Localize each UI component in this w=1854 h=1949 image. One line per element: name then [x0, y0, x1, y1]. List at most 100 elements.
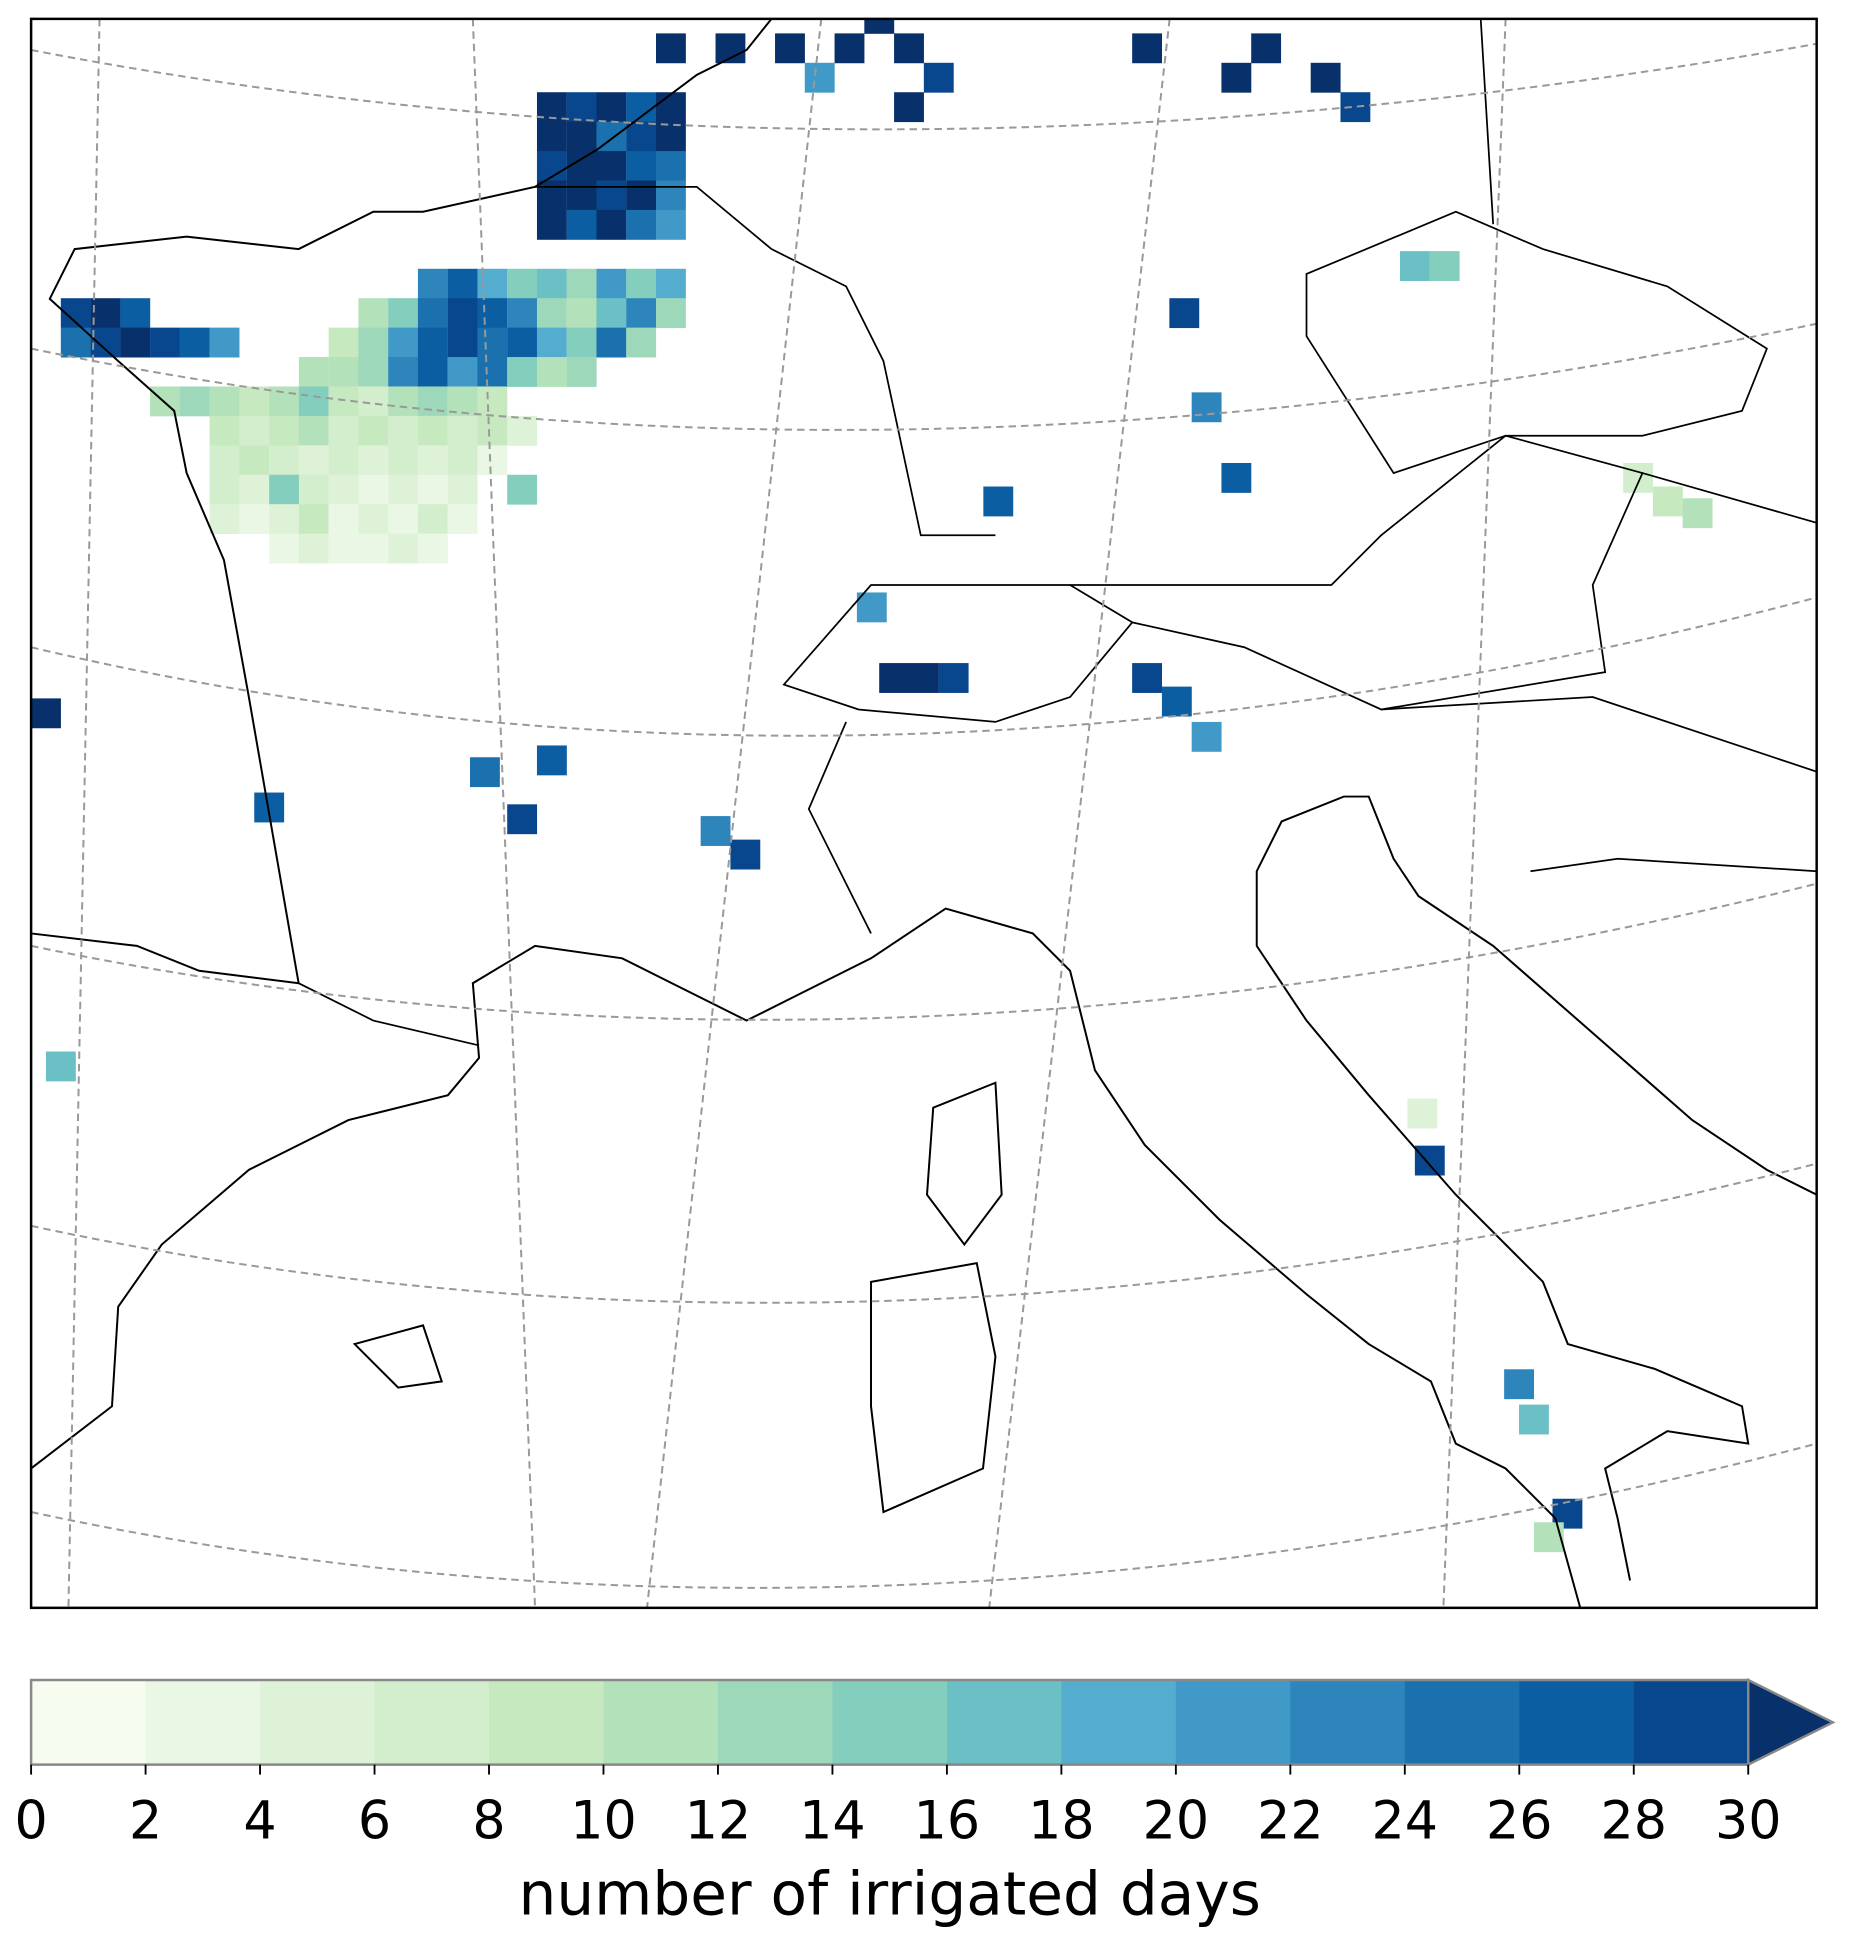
- grid-cell: [626, 268, 657, 299]
- grid-cell: [328, 327, 359, 358]
- grid-cell: [358, 386, 389, 417]
- corsica: [925, 1081, 1003, 1247]
- border: [807, 721, 872, 934]
- grid-cell: [179, 327, 210, 358]
- grid-cell: [45, 1051, 76, 1082]
- grid-cell: [626, 327, 657, 358]
- grid-cell: [470, 757, 500, 788]
- colorbar-tick-label: 10: [570, 1790, 637, 1851]
- grid-cell: [358, 327, 389, 358]
- grid-cell: [656, 209, 686, 240]
- grid-cell: [477, 415, 508, 446]
- grid-cell: [388, 357, 419, 387]
- grid-cell: [120, 327, 151, 358]
- grid-cell: [1623, 462, 1654, 493]
- colorbar-bin: [1175, 1680, 1291, 1765]
- grid-cell: [1251, 33, 1282, 64]
- grid-cell: [388, 386, 419, 417]
- grid-cell: [477, 445, 508, 476]
- grid-cell: [417, 533, 448, 564]
- grid-cell: [90, 327, 121, 358]
- grid-cell: [447, 474, 478, 505]
- grid-cell: [804, 62, 835, 93]
- grid-cell: [358, 357, 389, 387]
- grid-cell: [1221, 62, 1252, 93]
- grid-cell: [298, 357, 329, 387]
- grid-cell: [566, 92, 597, 123]
- grid-cell: [566, 327, 597, 358]
- coastlines: [31, 18, 1817, 1608]
- grid-cell: [923, 62, 954, 93]
- colorbar-bin: [1519, 1680, 1635, 1765]
- grid-cell: [328, 504, 359, 535]
- colorbar-tick-label: 20: [1143, 1790, 1210, 1851]
- grid-cell: [358, 504, 389, 535]
- grid-cell: [358, 474, 389, 505]
- colorbar-tick-label: 22: [1257, 1790, 1324, 1851]
- grid-cell: [983, 486, 1014, 517]
- grid-cell: [209, 474, 240, 505]
- grid-cell: [388, 445, 419, 476]
- grid-cell: [328, 357, 359, 387]
- grid-cell: [894, 92, 924, 123]
- grid-cell: [656, 268, 686, 299]
- grid-cell: [596, 268, 627, 299]
- grid-cell: [298, 474, 329, 505]
- grid-cell: [856, 592, 887, 623]
- grid-cell: [1191, 392, 1222, 423]
- grid-cell: [536, 745, 567, 776]
- grid-cell: [239, 445, 270, 476]
- grid-cell: [269, 474, 299, 505]
- sardinia: [870, 1262, 997, 1514]
- grid-cell: [447, 445, 478, 476]
- colorbar-tick-label: 16: [914, 1790, 981, 1851]
- grid-cell: [1682, 498, 1713, 529]
- grid-cell: [596, 298, 627, 329]
- grid-cell: [536, 357, 567, 387]
- grid-cell: [477, 298, 508, 329]
- grid-cell: [209, 415, 240, 446]
- border: [1305, 210, 1768, 475]
- grid-cell: [894, 33, 924, 64]
- colorbar-bin: [260, 1680, 376, 1765]
- colorbar-bin: [832, 1680, 948, 1765]
- colorbar-bin: [489, 1680, 605, 1765]
- grid-cell: [179, 386, 210, 417]
- grid-cell: [507, 268, 538, 299]
- colorbar-bin: [374, 1680, 490, 1765]
- grid-cell: [269, 415, 299, 446]
- grid-cell: [417, 415, 448, 446]
- colorbar-bin: [946, 1680, 1063, 1765]
- grid-cell: [417, 474, 448, 505]
- grid-cell: [31, 698, 61, 729]
- grid-cell: [209, 504, 240, 535]
- grid-cell: [150, 327, 180, 358]
- grid-cell: [656, 121, 686, 152]
- grid-cell: [1429, 251, 1460, 281]
- grid-cell: [328, 533, 359, 564]
- grid-cell: [1504, 1369, 1535, 1400]
- grid-cell: [388, 298, 419, 329]
- grid-cell: [596, 151, 627, 181]
- grid-cell: [477, 386, 508, 417]
- grid-cell: [864, 18, 895, 34]
- grid-cell: [447, 415, 478, 446]
- grid-cell: [239, 386, 270, 417]
- grid-cell: [388, 533, 419, 564]
- grid-cell: [328, 474, 359, 505]
- grid-cell: [507, 474, 538, 505]
- grid-cell: [209, 386, 240, 417]
- grid-cell: [626, 298, 657, 329]
- grid-cell: [417, 445, 448, 476]
- colorbar-tick-label: 14: [799, 1790, 866, 1851]
- grid-cell: [1399, 251, 1430, 281]
- grid-cell: [90, 298, 121, 329]
- grid-cell: [358, 298, 389, 329]
- grid-cell: [239, 504, 270, 535]
- grid-cell: [1407, 1098, 1438, 1129]
- grid-cell: [656, 298, 686, 329]
- grid-cell: [328, 445, 359, 476]
- grid-cell: [536, 268, 567, 299]
